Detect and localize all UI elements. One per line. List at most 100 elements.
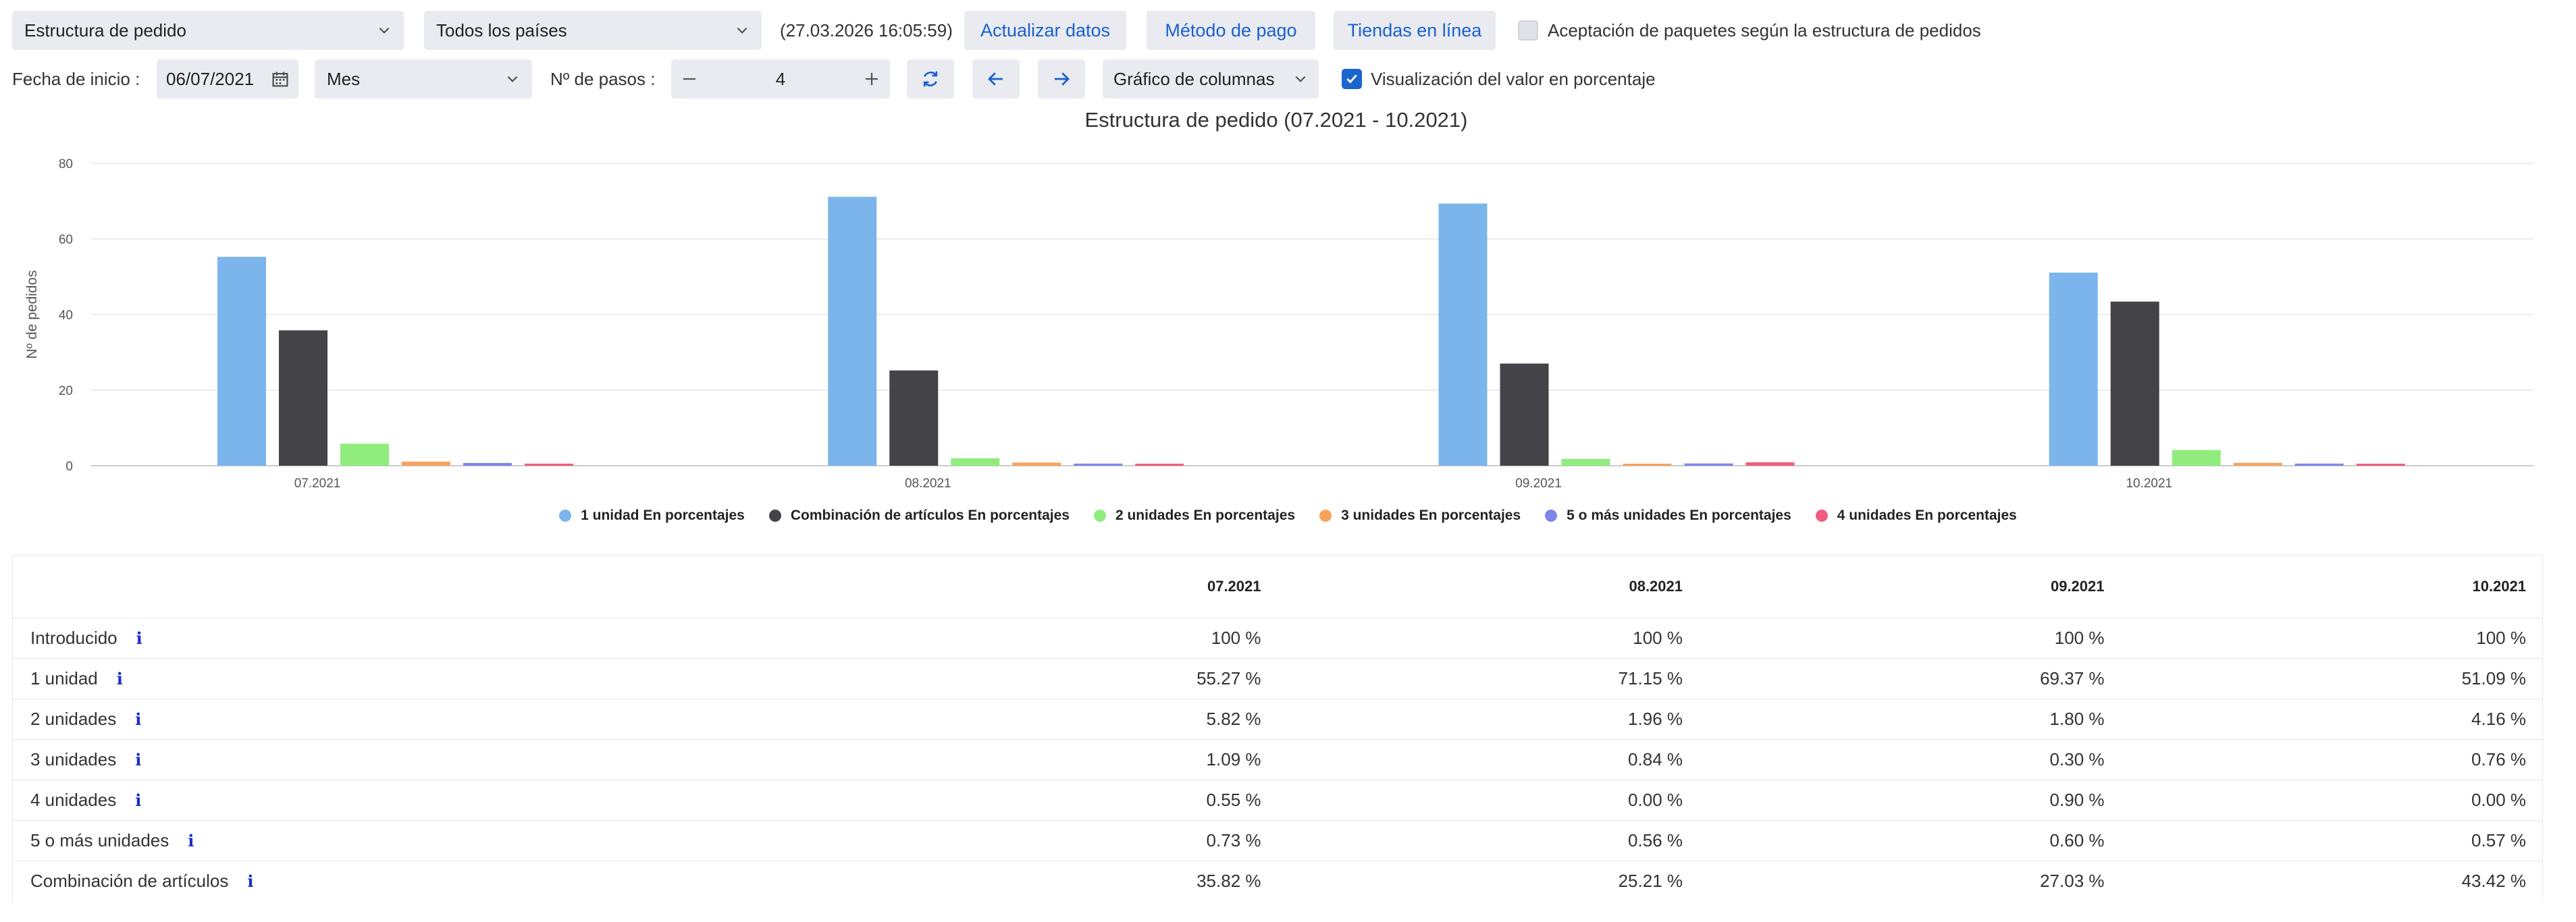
legend-item[interactable]: 4 unidades En porcentajes (1815, 508, 2017, 524)
table-row: 3 unidades i 1.09 % 0.84 % 0.30 % 0.76 % (13, 739, 2542, 780)
table-header-cell: 08.2021 (1629, 578, 1683, 595)
bar[interactable] (828, 196, 877, 466)
legend-dot-icon (1545, 510, 1558, 522)
table-cell: 0.55 % (856, 780, 1278, 821)
bar[interactable] (2294, 463, 2344, 466)
legend-item[interactable]: 5 o más unidades En porcentajes (1545, 508, 1791, 524)
bar[interactable] (279, 330, 327, 466)
bar[interactable] (1012, 462, 1061, 466)
bar[interactable] (1561, 458, 1610, 466)
arrow-left-icon (988, 72, 1003, 86)
chart-title: Estructura de pedido (07.2021 - 10.2021) (1084, 108, 1468, 132)
table-cell: 0.30 % (1699, 739, 2121, 780)
next-period-button[interactable] (1038, 59, 1085, 99)
row-label-cell: 2 unidades i (13, 699, 856, 740)
y-tick-label: 80 (59, 157, 73, 171)
bar[interactable] (525, 463, 573, 466)
legend-item[interactable]: 2 unidades En porcentajes (1093, 508, 1296, 524)
table-header-cell (13, 555, 856, 618)
legend-label: 3 unidades En porcentajes (1341, 508, 1521, 523)
checkbox-unchecked-icon (1518, 20, 1538, 40)
info-icon[interactable]: i (247, 871, 254, 891)
info-icon[interactable]: i (116, 669, 123, 688)
table-cell: 69.37 % (1699, 658, 2121, 699)
report-select[interactable]: Estructura de pedido (12, 11, 404, 50)
bar[interactable] (217, 256, 266, 466)
plus-icon[interactable] (863, 70, 880, 88)
chevron-down-icon (507, 76, 518, 82)
country-select-value: Todos los países (436, 20, 567, 40)
table-cell: 0.00 % (1277, 780, 1699, 821)
table-cell: 0.73 % (856, 820, 1278, 861)
legend-item[interactable]: 3 unidades En porcentajes (1319, 508, 1521, 524)
refresh-data-button[interactable]: Actualizar datos (964, 11, 1126, 50)
steps-stepper[interactable]: 4 (671, 59, 890, 99)
bar[interactable] (1684, 463, 1733, 466)
legend-label: 2 unidades En porcentajes (1115, 508, 1296, 523)
x-tick-label: 10.2021 (2126, 477, 2172, 491)
bar[interactable] (1074, 463, 1123, 466)
row-label-cell: Combinación de artículos i (13, 861, 856, 901)
bar[interactable] (2110, 301, 2159, 466)
payment-method-button[interactable]: Método de pago (1147, 11, 1315, 50)
period-select[interactable]: Mes (315, 59, 532, 99)
arrow-right-icon (1055, 72, 1070, 86)
bar[interactable] (2049, 272, 2098, 466)
info-icon[interactable]: i (135, 790, 142, 810)
steps-value[interactable]: 4 (775, 68, 786, 89)
country-select[interactable]: Todos los países (424, 11, 762, 50)
bar[interactable] (1745, 462, 1795, 466)
table-cell: 1.96 % (1277, 699, 1699, 740)
y-axis-title: Nº de pedidos (24, 270, 40, 358)
legend-label: 5 o más unidades En porcentajes (1567, 508, 1791, 523)
table-header-cell: 09.2021 (2050, 578, 2105, 595)
bar[interactable] (951, 458, 1000, 466)
online-shops-button[interactable]: Tiendas en línea (1334, 11, 1496, 50)
percent-view-label: Visualización del valor en porcentaje (1371, 68, 1656, 89)
row-label-cell: 4 unidades i (13, 780, 856, 821)
bar[interactable] (1135, 464, 1184, 466)
package-acceptance-checkbox[interactable] (1518, 20, 1538, 40)
calendar-icon[interactable] (271, 70, 289, 88)
legend-label: Combinación de artículos En porcentajes (790, 508, 1070, 523)
x-tick-label: 07.2021 (294, 477, 341, 491)
bar[interactable] (1500, 363, 1549, 466)
table-cell: 5.82 % (856, 699, 1278, 740)
start-date-input[interactable]: 06/07/2021 (157, 59, 298, 99)
minus-icon[interactable] (681, 70, 698, 88)
row-label: Combinación de artículos (30, 871, 229, 891)
bar[interactable] (1623, 464, 1672, 466)
previous-period-button[interactable] (972, 59, 1020, 99)
bar[interactable] (2356, 464, 2405, 466)
bar[interactable] (2233, 462, 2282, 466)
y-tick-label: 40 (59, 308, 73, 323)
column-chart: 0 20 40 60 80 Nº de pedidos 07.2021 08.2021 09.2… (24, 157, 2533, 491)
table-cell: 0.60 % (1699, 820, 2121, 861)
bar[interactable] (402, 461, 450, 466)
info-icon[interactable]: i (135, 750, 142, 769)
bar[interactable] (889, 370, 939, 466)
row-label-cell: 1 unidad i (13, 658, 856, 699)
bar[interactable] (1438, 203, 1488, 466)
last-update-timestamp: (27.03.2026 16:05:59) (780, 20, 953, 40)
bar[interactable] (340, 443, 389, 466)
bar[interactable] (2172, 450, 2221, 466)
bar[interactable] (463, 462, 512, 466)
legend-label: 4 unidades En porcentajes (1837, 508, 2017, 523)
table-cell: 35.82 % (856, 861, 1278, 901)
table-cell: 100 % (1699, 618, 2121, 659)
legend-item[interactable]: Combinación de artículos En porcentajes (768, 508, 1070, 524)
info-icon[interactable]: i (188, 831, 194, 850)
row-label: 2 unidades (30, 709, 117, 729)
info-icon[interactable]: i (135, 709, 142, 729)
legend-item[interactable]: 1 unidad En porcentajes (559, 508, 745, 524)
legend-label: 1 unidad En porcentajes (581, 508, 745, 523)
table-row: 2 unidades i 5.82 % 1.96 % 1.80 % 4.16 % (13, 699, 2542, 740)
info-icon[interactable]: i (136, 628, 142, 648)
table-cell: 0.90 % (1699, 780, 2121, 821)
chart-type-select[interactable]: Gráfico de columnas (1103, 59, 1319, 99)
report-select-value: Estructura de pedido (24, 20, 186, 40)
percent-view-checkbox[interactable] (1342, 69, 1362, 89)
reload-button[interactable] (907, 59, 954, 99)
y-tick-label: 0 (65, 460, 73, 474)
